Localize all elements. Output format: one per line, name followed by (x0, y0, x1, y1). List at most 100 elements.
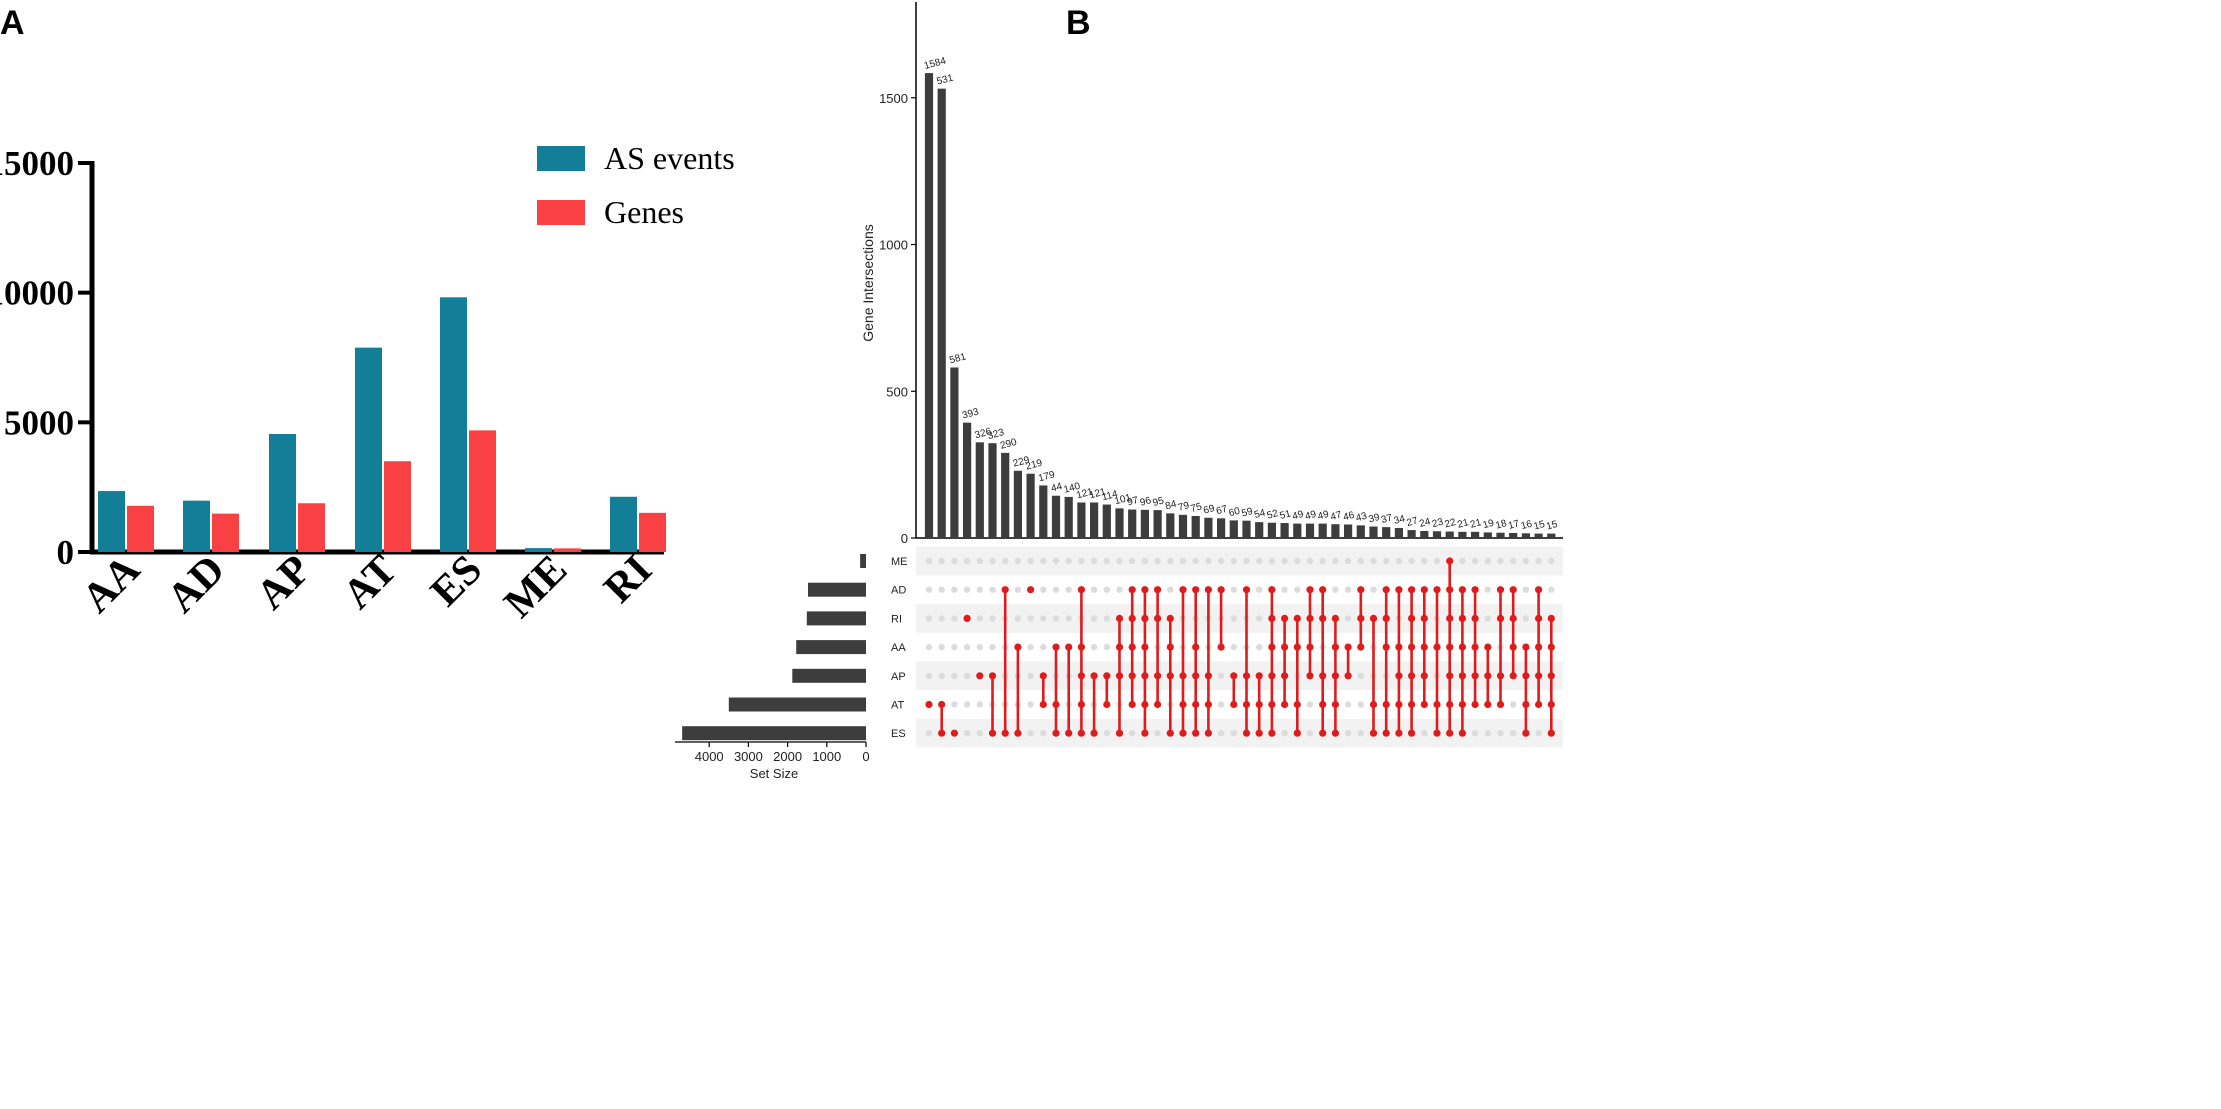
matrix-dot-filled (1052, 729, 1060, 737)
set-size-bar (806, 611, 866, 626)
matrix-dot-empty (1497, 557, 1504, 565)
matrix-dot-empty (989, 643, 996, 651)
intersection-bar (1013, 470, 1022, 538)
matrix-dot-empty (1383, 557, 1390, 565)
intersection-size-label: 17 (1507, 518, 1521, 532)
matrix-dot-filled (1115, 643, 1124, 651)
matrix-dot-empty (989, 557, 996, 565)
matrix-dot-empty (1281, 586, 1288, 593)
matrix-dot-filled (1268, 614, 1276, 623)
intersection-size-label: 67 (1215, 504, 1229, 518)
matrix-dot-empty (1306, 701, 1314, 708)
intersection-size-label: 46 (1342, 510, 1356, 524)
matrix-dot-filled (1331, 729, 1339, 737)
matrix-dot-empty (1217, 672, 1225, 679)
matrix-dot-filled (1458, 643, 1466, 651)
matrix-dot-filled (1293, 729, 1301, 737)
matrix-dot-empty (1256, 557, 1263, 565)
intersection-bar (1318, 523, 1327, 538)
matrix-dot-filled (1204, 672, 1212, 680)
matrix-dot-filled (1535, 672, 1543, 680)
matrix-dot-empty (1065, 586, 1072, 593)
intersection-bar (1204, 517, 1213, 538)
matrix-dot-filled (1433, 700, 1441, 709)
matrix-dot-filled (1433, 586, 1441, 594)
set-size-tick-label: 0 (862, 749, 869, 764)
matrix-dot-empty (1090, 643, 1098, 651)
intersection-bar (1026, 473, 1035, 538)
matrix-dot-empty (1344, 586, 1352, 593)
intersection-bar (963, 422, 972, 538)
intersection-size-label: 581 (948, 351, 967, 366)
matrix-dot-filled (1484, 672, 1492, 680)
matrix-dot-filled (1458, 672, 1466, 680)
matrix-dot-empty (1103, 557, 1111, 565)
matrix-dot-empty (1230, 643, 1238, 651)
intersection-size-label: 96 (1139, 495, 1153, 509)
matrix-dot-empty (951, 557, 958, 565)
intersection-size-label: 323 (986, 427, 1005, 442)
matrix-dot-empty (925, 643, 933, 651)
matrix-dot-filled (1446, 614, 1454, 623)
legend-swatch-as-events (537, 146, 585, 171)
matrix-dot-empty (1344, 730, 1352, 737)
intersection-bar (1483, 532, 1492, 538)
matrix-dot-filled (1408, 643, 1416, 651)
intersection-bar (1242, 520, 1251, 538)
matrix-dot-empty (1027, 643, 1034, 651)
matrix-dot-empty (963, 586, 971, 593)
intersection-size-label: 22 (1444, 517, 1458, 531)
matrix-row-band (916, 661, 1563, 691)
matrix-dot-filled (1179, 672, 1187, 680)
matrix-dot-filled (1154, 700, 1162, 709)
a-x-tick-label: ME (496, 547, 576, 627)
matrix-dot-filled (1446, 557, 1454, 565)
matrix-dot-filled (1065, 729, 1073, 737)
matrix-dot-empty (1217, 730, 1225, 737)
intersection-size-label: 27 (1406, 515, 1420, 529)
matrix-dot-filled (1242, 586, 1251, 594)
intersection-bar (1217, 518, 1226, 538)
matrix-dot-empty (1243, 557, 1250, 565)
matrix-dot-filled (1382, 729, 1390, 737)
matrix-dot-empty (976, 730, 983, 737)
matrix-dot-filled (1268, 729, 1276, 737)
matrix-dot-empty (1014, 615, 1022, 622)
intersection-size-label: 24 (1418, 516, 1432, 530)
intersection-size-label: 47 (1329, 509, 1343, 523)
intersection-bar (1280, 523, 1289, 538)
matrix-dot-filled (1522, 672, 1530, 680)
intersection-bar (1166, 513, 1175, 538)
matrix-dot-filled (1077, 672, 1085, 680)
matrix-dot-filled (1090, 729, 1098, 737)
intersection-bar (950, 367, 959, 538)
matrix-dot-filled (988, 672, 997, 680)
matrix-dot-filled (1293, 643, 1301, 651)
matrix-dot-filled (1128, 614, 1136, 623)
intersection-size-label: 219 (1025, 458, 1044, 473)
intersection-bar (1407, 530, 1416, 538)
matrix-dot-empty (1141, 557, 1149, 565)
matrix-dot-empty (963, 557, 971, 565)
matrix-dot-filled (1306, 643, 1314, 651)
matrix-dot-empty (1421, 557, 1428, 565)
matrix-dot-empty (1002, 557, 1009, 565)
intersection-bar (988, 443, 997, 538)
matrix-dot-filled (1192, 643, 1200, 651)
matrix-dot-empty (1192, 557, 1199, 565)
matrix-dot-filled (1496, 614, 1505, 623)
intersection-bar (1331, 524, 1340, 538)
matrix-dot-empty (1065, 615, 1072, 622)
matrix-dot-filled (1128, 700, 1136, 709)
matrix-dot-empty (1040, 643, 1047, 651)
intersection-size-label: 326 (974, 426, 993, 441)
matrix-dot-empty (1103, 643, 1111, 651)
intersection-bar (1255, 522, 1264, 538)
matrix-dot-filled (1319, 729, 1327, 737)
a-x-tick-label: RI (596, 547, 662, 613)
matrix-dot-empty (1370, 557, 1377, 565)
panel-a-label: A (0, 4, 25, 42)
matrix-dot-filled (1433, 643, 1441, 651)
matrix-dot-filled (1128, 586, 1136, 594)
matrix-dot-filled (1141, 700, 1149, 709)
